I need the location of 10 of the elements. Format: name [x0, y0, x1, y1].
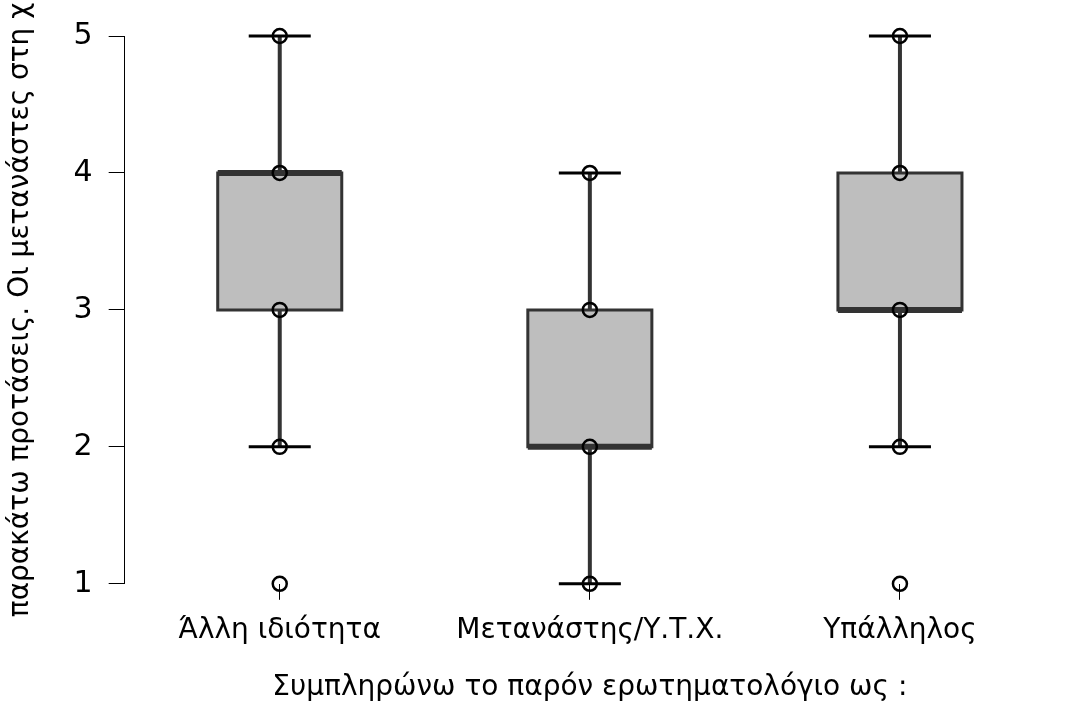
y-tick-label: 4 [73, 152, 93, 188]
y-tick-label: 5 [73, 15, 93, 51]
x-axis-title: Συμπληρώνω το παρόν ερωτηματολόγιο ως : [272, 669, 908, 703]
y-tick-label: 2 [73, 426, 93, 462]
y-axis-title: παρακάτω προτάσεις. Οι μετανάστες στη χ [2, 2, 36, 618]
x-tick-label: Άλλη ιδιότητα [178, 611, 381, 645]
x-tick-label: Μετανάστης/Υ.Τ.Χ. [456, 611, 724, 645]
y-tick-label: 1 [73, 563, 93, 599]
x-tick-label: Υπάλληλος [822, 611, 977, 645]
y-tick-label: 3 [73, 289, 93, 325]
